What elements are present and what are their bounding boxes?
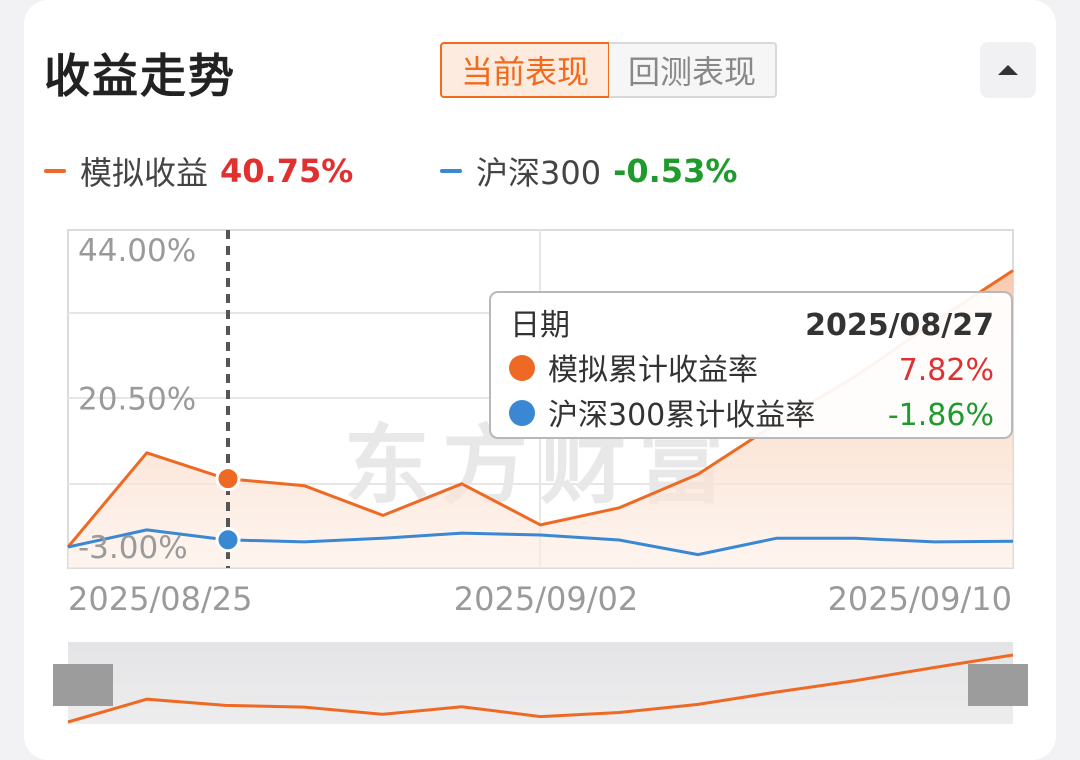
- x-tick-label: 2025/09/02: [454, 580, 638, 618]
- highlight-point-0: [215, 466, 241, 492]
- x-tick-label: 2025/09/10: [828, 580, 1012, 618]
- tooltip-value-csi300: -1.86%: [888, 398, 994, 433]
- tooltip-dot-simulated: [509, 355, 535, 381]
- legend-value: -0.53%: [613, 152, 738, 190]
- legend-item-csi300[interactable]: 沪深300 -0.53%: [440, 148, 737, 194]
- collapse-button[interactable]: [980, 42, 1036, 98]
- tooltip-label-simulated: 模拟累计收益率: [548, 353, 758, 388]
- triangle-up-icon: [998, 65, 1018, 75]
- tab-current-performance[interactable]: 当前表现: [440, 42, 610, 98]
- legend-line-swatch: [440, 169, 462, 173]
- highlight-point-1: [215, 527, 241, 553]
- tooltip-date-label: 日期: [510, 308, 570, 343]
- legend-line-swatch: [44, 169, 66, 173]
- legend-label: 沪深300: [476, 154, 602, 192]
- tooltip: 日期 2025/08/27 模拟累计收益率 7.82% 沪深300累计收益率 -…: [489, 291, 1013, 439]
- tooltip-label-csi300: 沪深300累计收益率: [548, 398, 815, 433]
- legend-label: 模拟收益: [80, 154, 209, 192]
- line-chart[interactable]: 东方财富 44.00%20.50%-3.00% 2025/08/25 2025/0…: [0, 0, 1080, 724]
- navigator-line: [67, 653, 1014, 724]
- x-tick-label: 2025/08/25: [68, 580, 252, 618]
- page-title: 收益走势: [44, 49, 236, 103]
- y-tick-label: -3.00%: [78, 530, 188, 566]
- tooltip-dot-csi300: [509, 400, 535, 426]
- navigator-handle-left: [53, 664, 113, 706]
- series-area-0: [68, 270, 1013, 568]
- y-tick-label: 20.50%: [78, 382, 196, 418]
- range-navigator[interactable]: [53, 642, 1028, 724]
- tooltip-value-simulated: 7.82%: [899, 353, 994, 388]
- tooltip-date-value: 2025/08/27: [805, 308, 994, 343]
- tab-backtest-performance[interactable]: 回测表现: [609, 42, 777, 98]
- legend-item-simulated[interactable]: 模拟收益 40.75%: [44, 148, 353, 194]
- legend-value: 40.75%: [220, 152, 354, 190]
- navigator-track: [68, 642, 1013, 724]
- navigator-handle-right: [968, 664, 1028, 706]
- y-tick-label: 44.00%: [78, 233, 196, 269]
